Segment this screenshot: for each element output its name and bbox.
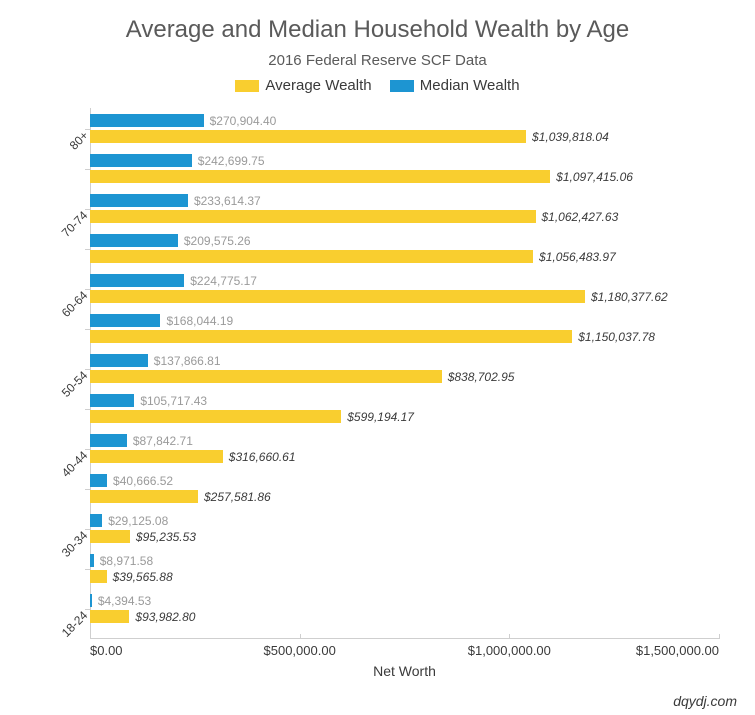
x-tick-mark [719,634,720,639]
average-bar [90,130,526,143]
average-bar [90,450,223,463]
y-tick-mark [85,569,90,570]
average-bar [90,570,107,583]
average-value-label: $1,150,037.78 [578,330,655,344]
median-value-label: $242,699.75 [198,154,265,168]
median-value-label: $209,575.26 [184,234,251,248]
median-bar [90,154,192,167]
median-value-label: $224,775.17 [190,274,257,288]
y-tick-mark [85,329,90,330]
y-tick-mark [85,169,90,170]
average-bar [90,210,536,223]
median-value-label: $105,717.43 [140,394,207,408]
average-bar [90,490,198,503]
legend-label-median: Median Wealth [420,77,520,94]
median-bar [90,554,94,567]
y-tick-label: 80+ [66,124,95,153]
legend-swatch-median [390,80,414,92]
average-value-label: $1,056,483.97 [539,250,616,264]
median-bar [90,394,134,407]
legend-swatch-average [235,80,259,92]
average-value-label: $95,235.53 [136,530,196,544]
average-value-label: $1,180,377.62 [591,290,668,304]
average-value-label: $93,982.80 [135,610,195,624]
average-value-label: $1,062,427.63 [542,210,619,224]
average-bar [90,610,129,623]
average-value-label: $39,565.88 [113,570,173,584]
average-bar [90,410,341,423]
median-value-label: $4,394.53 [98,594,151,608]
median-value-label: $168,044.19 [166,314,233,328]
average-value-label: $599,194.17 [347,410,414,424]
x-tick-mark [509,634,510,639]
legend-label-average: Average Wealth [265,77,371,94]
average-bar [90,250,533,263]
average-value-label: $1,039,818.04 [532,130,609,144]
average-bar [90,330,572,343]
median-bar [90,514,102,527]
median-bar [90,594,92,607]
average-value-label: $1,097,415.06 [556,170,633,184]
median-bar [90,234,178,247]
plot-area: Age of Household Head $270,904.40$1,039,… [90,108,719,638]
median-bar [90,434,127,447]
x-tick-label: $500,000.00 [264,643,336,658]
x-tick-label: $0.00 [90,643,123,658]
average-bar [90,370,442,383]
x-axis: Net Worth $0.00 $500,000.00 $1,000,000.00 $… [90,638,719,678]
x-tick-label: $1,000,000.00 [468,643,551,658]
average-value-label: $316,660.61 [229,450,296,464]
chart-container: Average and Median Household Wealth by A… [0,0,755,715]
median-value-label: $29,125.08 [108,514,168,528]
chart-subtitle: 2016 Federal Reserve SCF Data [18,52,737,69]
average-value-label: $257,581.86 [204,490,271,504]
x-axis-label: Net Worth [373,663,436,679]
legend: Average Wealth Median Wealth [18,77,737,94]
chart-title: Average and Median Household Wealth by A… [18,16,737,44]
median-bar [90,194,188,207]
average-bar [90,170,550,183]
median-value-label: $137,866.81 [154,354,221,368]
y-tick-mark [85,489,90,490]
median-bar [90,354,148,367]
x-tick-label: $1,500,000.00 [636,643,719,658]
median-bar [90,474,107,487]
median-value-label: $233,614.37 [194,194,261,208]
median-bar [90,114,204,127]
median-value-label: $8,971.58 [100,554,153,568]
x-tick-mark [300,634,301,639]
average-bar [90,530,130,543]
y-tick-mark [85,409,90,410]
average-value-label: $838,702.95 [448,370,515,384]
median-value-label: $270,904.40 [210,114,277,128]
median-bar [90,314,160,327]
average-bar [90,290,585,303]
median-value-label: $40,666.52 [113,474,173,488]
median-value-label: $87,842.71 [133,434,193,448]
median-bar [90,274,184,287]
y-tick-mark [85,249,90,250]
credit-text: dqydj.com [673,693,737,709]
x-tick-mark [90,634,91,639]
